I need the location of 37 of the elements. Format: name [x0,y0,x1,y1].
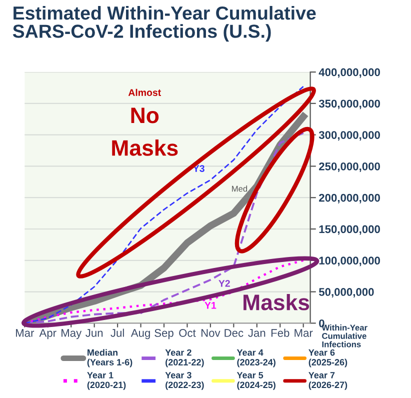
y-tick-label: 350,000,000 [318,100,380,110]
y-tick-label: 50,000,000 [318,288,374,298]
y-tick-label: 250,000,000 [319,162,380,172]
chart-title: Estimated Within-Year Cumulative SARS-CoV-2 Infections (U.S.) [12,6,316,42]
legend-label: Year 7 (2026-27) [308,372,348,390]
legend-label: Year 3 (2022-23) [165,372,204,390]
x-tick-label: May [62,329,82,340]
x-tick-label: Feb [271,328,290,337]
legend-label: Year 4 (2023-24) [236,349,276,368]
annotation: Y2 [218,280,230,287]
annotation: Y1 [204,302,216,309]
x-tick-label: Aug [130,329,150,340]
legend-label: Year 1 (2020-21) [87,372,126,390]
legend-label: Year 2 (2021-22) [165,349,204,368]
x-tick-label: Dec [224,329,244,337]
x-tick-label: Oct [179,329,196,337]
annotation: Masks [112,140,178,156]
x-tick-label: Jul [110,328,124,337]
x-tick-label: Mar [294,329,313,337]
x-tick-label: Jan [248,329,266,337]
legend-label: Median (Years 1-6) [87,349,132,368]
x-tick-label: Mar [16,329,34,337]
y-tick-label: 200,000,000 [319,194,380,204]
x-tick-label: Apr [39,329,56,340]
y-tick-label: 300,000,000 [318,131,380,141]
y-tick-label: 100,000,000 [319,256,380,266]
y-tick-label: 400,000,000 [318,68,380,78]
x-tick-label: Nov [201,329,220,337]
annotation: Almost [128,88,161,96]
annotation: Med [232,186,248,192]
annotation: No [131,108,159,124]
legend-label: Year 6 (2025-26) [308,349,348,368]
x-tick-label: Jun [86,329,103,337]
x-tick-label: Sep [154,329,174,340]
annotation: Masks [244,294,310,310]
legend-label: Year 5 (2024-25) [236,372,276,390]
y-tick-label: 150,000,000 [319,225,380,235]
